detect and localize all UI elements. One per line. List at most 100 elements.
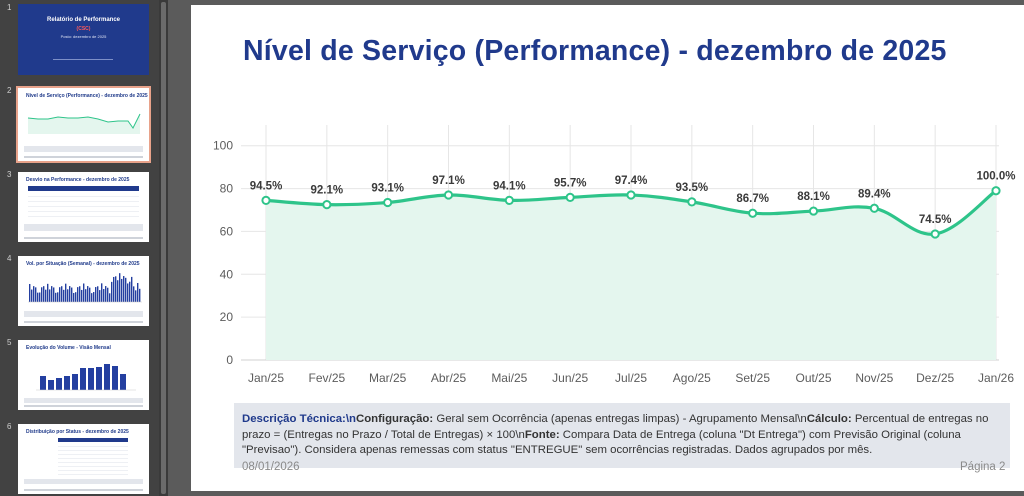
thumb-bar [125, 278, 126, 302]
slide-thumbnail-6[interactable]: Distribuição por Status - dezembro de 20… [18, 424, 149, 494]
thumb-bar [56, 378, 62, 390]
x-tick-label: Jul/25 [615, 371, 647, 385]
chart-y-axis: 0 20 40 60 80 100 [213, 139, 233, 367]
thumb-bar [96, 367, 102, 390]
slide-thumbnail-4[interactable]: Vol. por Situação (Semanal) - dezembro d… [18, 256, 149, 326]
data-label: 95.7% [554, 177, 587, 189]
data-label: 89.4% [858, 188, 891, 200]
thumb-bar [113, 277, 114, 302]
thumb-bar [67, 289, 68, 302]
thumb-bar [40, 376, 46, 390]
thumb-title: Desvio na Performance - dezembro de 2025 [26, 177, 129, 183]
thumb-bar [104, 364, 110, 390]
thumb-bar [105, 286, 106, 302]
thumb-bar [119, 273, 120, 302]
thumb-bar [31, 290, 32, 302]
x-tick-label: Jan/25 [248, 371, 284, 385]
slide-number: 5 [7, 338, 11, 347]
thumb-bar [53, 287, 54, 302]
thumb-table-body [58, 443, 128, 475]
slide-canvas[interactable]: Nível de Serviço (Performance) - dezembr… [191, 5, 1024, 491]
thumb-bar [48, 380, 54, 390]
thumb-bar [85, 289, 86, 302]
slide-date: 08/01/2026 [242, 461, 300, 473]
thumb-bar [49, 289, 50, 302]
thumb-bar [80, 368, 86, 390]
thumbnail-scrollbar-thumb[interactable] [161, 2, 166, 494]
thumb-bar [87, 286, 88, 302]
y-tick-label: 80 [220, 182, 234, 196]
thumb-bar [111, 282, 112, 302]
data-point [749, 210, 756, 217]
data-point [932, 230, 939, 237]
slide-thumbnail-2[interactable]: Nível de Serviço (Performance) - dezembr… [18, 88, 149, 161]
thumb-description [24, 479, 143, 484]
thumb-bar [71, 288, 72, 302]
thumb-bar [43, 286, 44, 302]
chart-x-axis: Jan/25 Fev/25 Mar/25 Abr/25 Mai/25 Jun/25 Jul/… [248, 371, 1014, 385]
thumb-bar [75, 292, 76, 302]
thumb-bar [115, 276, 116, 302]
data-point [567, 194, 574, 201]
y-tick-label: 100 [213, 139, 233, 153]
thumb-bar [59, 287, 60, 302]
thumb-title: Nível de Serviço (Performance) - dezembr… [26, 93, 148, 99]
technical-description[interactable]: Descrição Técnica:\nConfiguração: Geral … [234, 403, 1010, 468]
x-tick-label: Jun/25 [552, 371, 588, 385]
service-level-chart[interactable]: 0 20 40 60 80 100 Jan/25 Fev/25 Mar/25 Abr/25 Mai… [191, 5, 1024, 405]
thumb-bar [89, 288, 90, 302]
thumb-bar [117, 280, 118, 302]
thumb-bar [64, 376, 70, 390]
slide-thumbnail-panel[interactable]: 1 Relatório de Performance (CSC) Posto: … [0, 0, 168, 496]
data-point [688, 198, 695, 205]
thumb-bar [47, 284, 48, 302]
chart-area-fill [266, 191, 996, 360]
slide-thumbnail-5[interactable]: Evolução do Volume - Visão Mensal [18, 340, 149, 410]
x-tick-label: Fev/25 [308, 371, 345, 385]
thumb-bar [65, 284, 66, 302]
thumb-bar [81, 290, 82, 302]
x-tick-label: Jan/26 [978, 371, 1014, 385]
data-point [445, 191, 452, 198]
thumb-line: Posto: dezembro de 2025 [18, 34, 149, 39]
thumb-bar [41, 287, 42, 302]
thumb-footer [24, 237, 143, 239]
x-tick-label: Mai/25 [491, 371, 527, 385]
thumb-bar [137, 283, 138, 302]
thumb-footer [24, 405, 143, 407]
slide-thumbnail-3[interactable]: Desvio na Performance - dezembro de 2025 [18, 172, 149, 242]
thumb-footer [24, 156, 143, 158]
source-label: Fonte: [525, 429, 560, 441]
slide-number: 1 [7, 3, 11, 12]
slide-page-number: Página 2 [960, 461, 1005, 473]
thumb-divider [53, 59, 113, 60]
description-heading: Descrição Técnica:\n [242, 413, 356, 425]
thumb-description [24, 311, 143, 317]
thumb-title: Relatório de Performance [18, 17, 149, 23]
thumb-bar [55, 293, 56, 302]
thumb-bar [73, 293, 74, 302]
y-tick-label: 20 [220, 310, 234, 324]
thumb-bar [95, 287, 96, 302]
thumb-bar [99, 290, 100, 302]
data-label: 93.1% [371, 183, 404, 195]
thumb-description [24, 146, 143, 152]
x-tick-label: Nov/25 [855, 371, 893, 385]
slide-thumbnail-1[interactable]: Relatório de Performance (CSC) Posto: de… [18, 4, 149, 75]
thumb-bar [120, 374, 126, 390]
data-point [384, 199, 391, 206]
thumb-title: Distribuição por Status - dezembro de 20… [26, 429, 129, 435]
thumb-bar [91, 293, 92, 302]
data-point [627, 191, 634, 198]
x-tick-label: Out/25 [795, 371, 831, 385]
thumb-bar [127, 283, 128, 302]
thumb-title: Evolução do Volume - Visão Mensal [26, 345, 111, 351]
thumb-chart [28, 356, 142, 396]
data-label: 97.4% [615, 175, 648, 187]
thumb-bar [129, 282, 130, 302]
thumb-bar [112, 366, 118, 390]
thumb-bar [45, 290, 46, 302]
thumb-bar [93, 292, 94, 302]
thumb-bar [135, 290, 136, 302]
thumb-bar [79, 286, 80, 302]
